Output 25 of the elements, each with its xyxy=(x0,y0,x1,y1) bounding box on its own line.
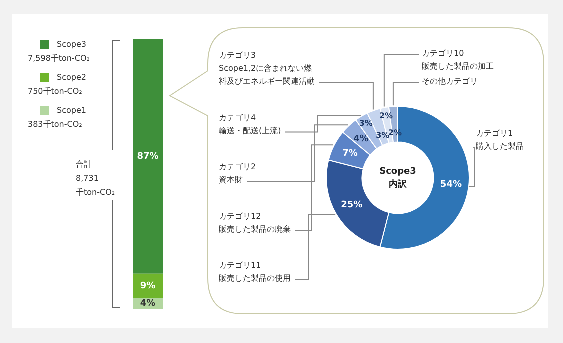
data-label: 4% xyxy=(140,298,156,309)
legend-label: Scope1 xyxy=(57,106,86,115)
text: 合計 8,731 千ton-CO₂ xyxy=(76,159,116,199)
slice-label: カテゴリ3 Scope1,2に含まれない燃料及びエネルギー関連活動 xyxy=(219,51,315,86)
data-label: 4% xyxy=(354,134,369,144)
data-label: 54% xyxy=(440,180,462,190)
legend-label: Scope3 xyxy=(57,40,86,49)
text: 383千ton-CO₂ xyxy=(28,119,84,130)
slice-label: カテゴリ11 販売した製品の使用 xyxy=(219,261,291,284)
data-label: 3% xyxy=(376,131,390,140)
slice-label: カテゴリ4 輸送・配送(上流) xyxy=(219,113,282,136)
data-label: 9% xyxy=(140,281,156,292)
data-label: 2% xyxy=(379,112,394,121)
slice-label: カテゴリ10 販売した製品の加工 xyxy=(422,49,494,72)
text: 7,598千ton-CO₂ xyxy=(28,53,91,64)
slice-label: その他カテゴリ xyxy=(422,77,478,86)
text: Scope3 内訳 xyxy=(380,166,416,190)
text: 750千ton-CO₂ xyxy=(28,86,84,97)
data-label: 25% xyxy=(341,200,363,211)
data-label: 7% xyxy=(342,149,358,159)
data-label: 87% xyxy=(137,152,159,162)
slice-label: カテゴリ12 販売した製品の廃棄 xyxy=(219,212,291,234)
slice-label: カテゴリ1 購入した製品 xyxy=(476,129,524,152)
slice-label: カテゴリ2 資本財 xyxy=(219,162,256,185)
legend-label: Scope2 xyxy=(57,73,86,82)
